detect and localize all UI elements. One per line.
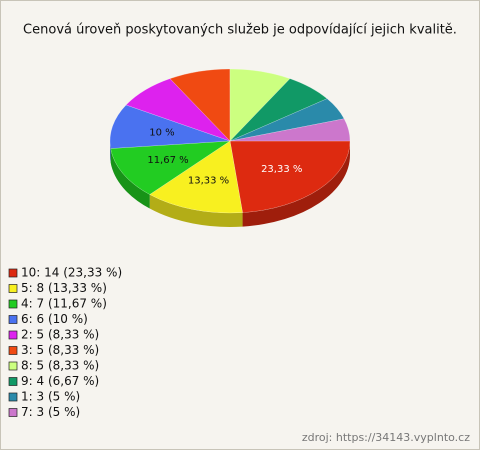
legend-label: 1: 3 (5 %)	[21, 390, 80, 404]
slice	[229, 78, 328, 142]
legend-label: 7: 3 (5 %)	[21, 405, 80, 419]
legend-swatch	[8, 299, 18, 309]
legend-label: 10: 14 (23,33 %)	[21, 266, 122, 280]
slice	[229, 68, 291, 142]
source: zdroj: https://34143.vyplnto.cz	[302, 431, 470, 444]
slice	[169, 68, 231, 142]
legend-swatch	[8, 377, 18, 386]
data-label: 11,67 %	[147, 155, 188, 166]
legend-label: 8: 5 (8,33 %)	[21, 359, 99, 373]
slice	[229, 140, 351, 213]
legend-swatch	[8, 361, 18, 371]
legend-label: 2: 5 (8,33 %)	[21, 328, 99, 342]
legend-swatch	[8, 330, 18, 340]
legend-swatch	[8, 346, 18, 355]
slice-side	[242, 141, 350, 227]
legend-swatch	[8, 315, 18, 324]
slice	[110, 140, 231, 195]
legend-swatch	[8, 392, 18, 402]
slice	[125, 78, 231, 142]
legend-label: 6: 6 (10 %)	[21, 312, 88, 326]
legend-label: 9: 4 (6,67 %)	[21, 374, 99, 388]
slice	[149, 140, 243, 214]
slice-side	[149, 194, 243, 227]
slice	[109, 104, 231, 149]
data-label: 10 %	[149, 127, 174, 138]
slice-side	[110, 148, 150, 209]
legend-label: 5: 8 (13,33 %)	[21, 281, 107, 295]
data-label: 13,33 %	[188, 176, 229, 187]
data-label: 23,33 %	[261, 164, 302, 175]
slice-side	[110, 141, 111, 163]
legend-label: 4: 7 (11,67 %)	[21, 297, 107, 311]
slice	[229, 98, 345, 142]
legend-swatch	[8, 408, 18, 417]
slice	[229, 118, 351, 142]
legend-swatch	[8, 268, 18, 278]
legend-swatch	[8, 284, 18, 293]
chart-title: Cenová úroveň poskytovaných služeb je od…	[23, 23, 457, 38]
legend-label: 3: 5 (8,33 %)	[21, 343, 99, 357]
